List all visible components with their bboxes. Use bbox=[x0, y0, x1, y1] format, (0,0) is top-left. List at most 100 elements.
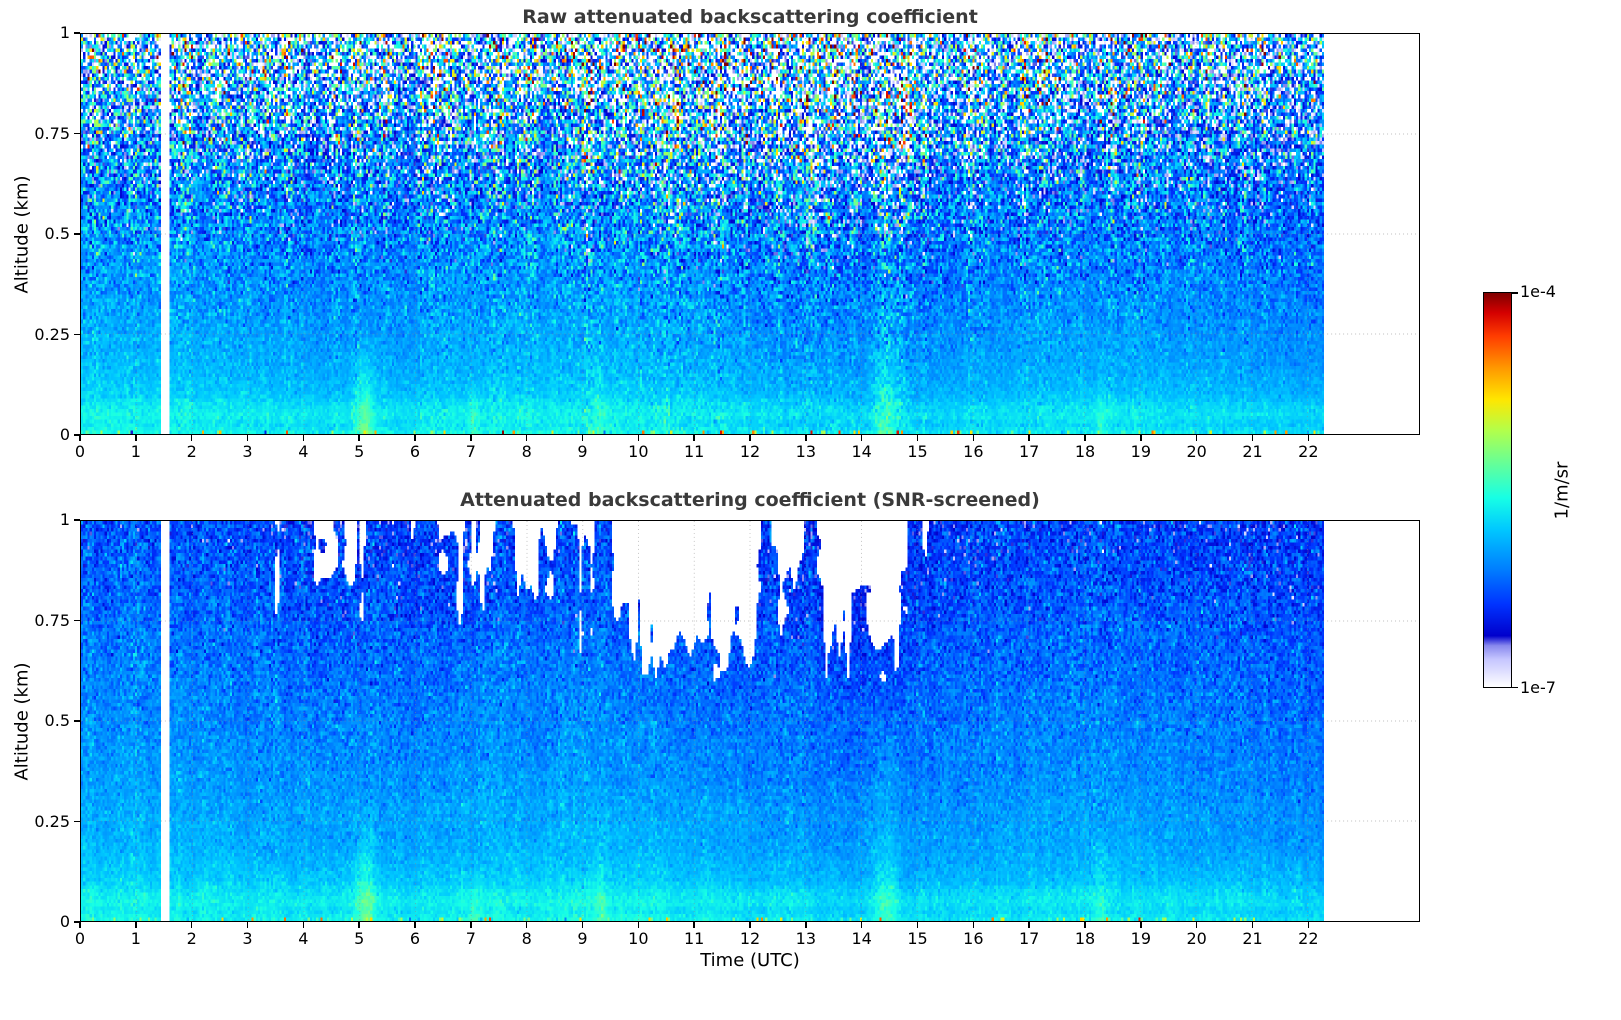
x-tick-mark bbox=[135, 435, 137, 441]
raw-heatmap-canvas bbox=[81, 34, 1419, 434]
y-tick-mark bbox=[74, 434, 80, 436]
y-tick-mark bbox=[74, 132, 80, 135]
x-tick-mark bbox=[302, 922, 305, 928]
screened-plot-area bbox=[80, 520, 1420, 922]
x-tick-mark bbox=[972, 435, 975, 441]
y-tick-mark bbox=[74, 233, 80, 235]
x-tick-label: 9 bbox=[577, 929, 588, 948]
x-tick-mark bbox=[302, 435, 305, 441]
x-tick-mark bbox=[637, 435, 640, 441]
colorbar-min-label: 1e-7 bbox=[1520, 678, 1556, 697]
x-tick-label: 20 bbox=[1186, 442, 1207, 461]
x-tick-label: 17 bbox=[1018, 442, 1040, 461]
y-tick-mark bbox=[74, 619, 80, 622]
y-tick-mark bbox=[74, 333, 80, 336]
x-tick-mark bbox=[581, 435, 584, 441]
x-tick-mark bbox=[135, 922, 137, 928]
x-tick-label: 14 bbox=[851, 929, 872, 948]
y-tick-mark bbox=[74, 720, 80, 722]
x-tick-mark bbox=[470, 922, 472, 928]
x-tick-label: 1 bbox=[130, 442, 141, 461]
x-tick-mark bbox=[79, 922, 81, 928]
x-tick-mark bbox=[1084, 922, 1086, 928]
x-tick-label: 8 bbox=[521, 442, 532, 461]
x-tick-mark bbox=[525, 922, 528, 928]
x-tick-label: 18 bbox=[1074, 442, 1096, 461]
x-tick-label: 12 bbox=[739, 929, 761, 948]
x-tick-mark bbox=[749, 435, 751, 441]
x-tick-label: 14 bbox=[851, 442, 872, 461]
x-tick-mark bbox=[1140, 435, 1142, 441]
x-tick-mark bbox=[916, 435, 919, 441]
x-tick-label: 0 bbox=[74, 929, 86, 948]
x-tick-mark bbox=[637, 922, 640, 928]
x-tick-mark bbox=[805, 922, 807, 928]
x-tick-mark bbox=[805, 435, 807, 441]
x-tick-mark bbox=[1307, 435, 1310, 441]
x-tick-label: 17 bbox=[1018, 929, 1040, 948]
y-tick-mark bbox=[74, 519, 80, 521]
x-tick-label: 11 bbox=[683, 442, 705, 461]
x-tick-label: 19 bbox=[1130, 442, 1152, 461]
x-tick-mark bbox=[1140, 922, 1142, 928]
x-tick-mark bbox=[860, 922, 863, 928]
x-tick-label: 13 bbox=[795, 442, 817, 461]
x-tick-label: 20 bbox=[1186, 929, 1207, 948]
x-tick-label: 2 bbox=[186, 442, 197, 461]
x-tick-label: 16 bbox=[963, 929, 984, 948]
colorbar bbox=[1483, 292, 1512, 688]
x-tick-label: 7 bbox=[465, 442, 476, 461]
y-tick-label: 0 bbox=[59, 425, 70, 444]
x-tick-label: 11 bbox=[683, 929, 705, 948]
x-tick-mark bbox=[414, 435, 416, 441]
y-tick-label: 0.5 bbox=[44, 711, 70, 730]
x-tick-label: 10 bbox=[628, 442, 649, 461]
x-tick-label: 19 bbox=[1130, 929, 1152, 948]
y-tick-mark bbox=[74, 820, 80, 823]
x-tick-mark bbox=[190, 922, 193, 928]
x-tick-label: 6 bbox=[409, 929, 421, 948]
x-tick-label: 15 bbox=[907, 442, 928, 461]
x-tick-mark bbox=[1195, 435, 1198, 441]
x-tick-mark bbox=[1251, 435, 1254, 441]
screened-y-axis-label: Altitude (km) bbox=[11, 662, 33, 781]
x-tick-label: 6 bbox=[409, 442, 421, 461]
y-tick-label: 0.75 bbox=[34, 123, 70, 143]
x-tick-label: 22 bbox=[1298, 442, 1319, 461]
x-tick-label: 12 bbox=[739, 442, 761, 461]
x-tick-mark bbox=[358, 435, 360, 441]
y-tick-label: 1 bbox=[59, 510, 70, 529]
x-tick-label: 7 bbox=[465, 929, 476, 948]
x-tick-mark bbox=[972, 922, 975, 928]
screened-heatmap-canvas bbox=[81, 521, 1419, 921]
x-tick-label: 2 bbox=[186, 929, 197, 948]
y-tick-label: 0.75 bbox=[34, 610, 70, 630]
x-tick-label: 15 bbox=[907, 929, 928, 948]
x-tick-label: 3 bbox=[242, 929, 253, 948]
x-tick-label: 4 bbox=[298, 929, 309, 948]
x-tick-mark bbox=[749, 922, 751, 928]
x-tick-label: 21 bbox=[1242, 929, 1263, 948]
x-tick-mark bbox=[246, 435, 249, 441]
x-tick-label: 16 bbox=[963, 442, 984, 461]
x-tick-mark bbox=[916, 922, 919, 928]
y-tick-mark bbox=[74, 921, 80, 923]
y-tick-mark bbox=[74, 32, 80, 34]
x-axis-label: Time (UTC) bbox=[700, 950, 800, 971]
colorbar-max-tick bbox=[1512, 292, 1518, 294]
colorbar-unit-label: 1/m/sr bbox=[1551, 461, 1573, 520]
x-tick-label: 13 bbox=[795, 929, 817, 948]
x-tick-mark bbox=[190, 435, 193, 441]
y-tick-label: 1 bbox=[59, 23, 70, 42]
x-tick-mark bbox=[693, 922, 695, 928]
x-tick-label: 5 bbox=[354, 929, 365, 948]
x-tick-mark bbox=[1307, 922, 1310, 928]
x-tick-mark bbox=[1028, 922, 1030, 928]
x-tick-label: 8 bbox=[521, 929, 532, 948]
screened-panel-title: Attenuated backscattering coefficient (S… bbox=[460, 489, 1040, 511]
x-tick-label: 4 bbox=[298, 442, 309, 461]
raw-plot-area bbox=[80, 33, 1420, 435]
x-tick-mark bbox=[358, 922, 360, 928]
x-tick-label: 1 bbox=[130, 929, 141, 948]
x-tick-mark bbox=[693, 435, 695, 441]
